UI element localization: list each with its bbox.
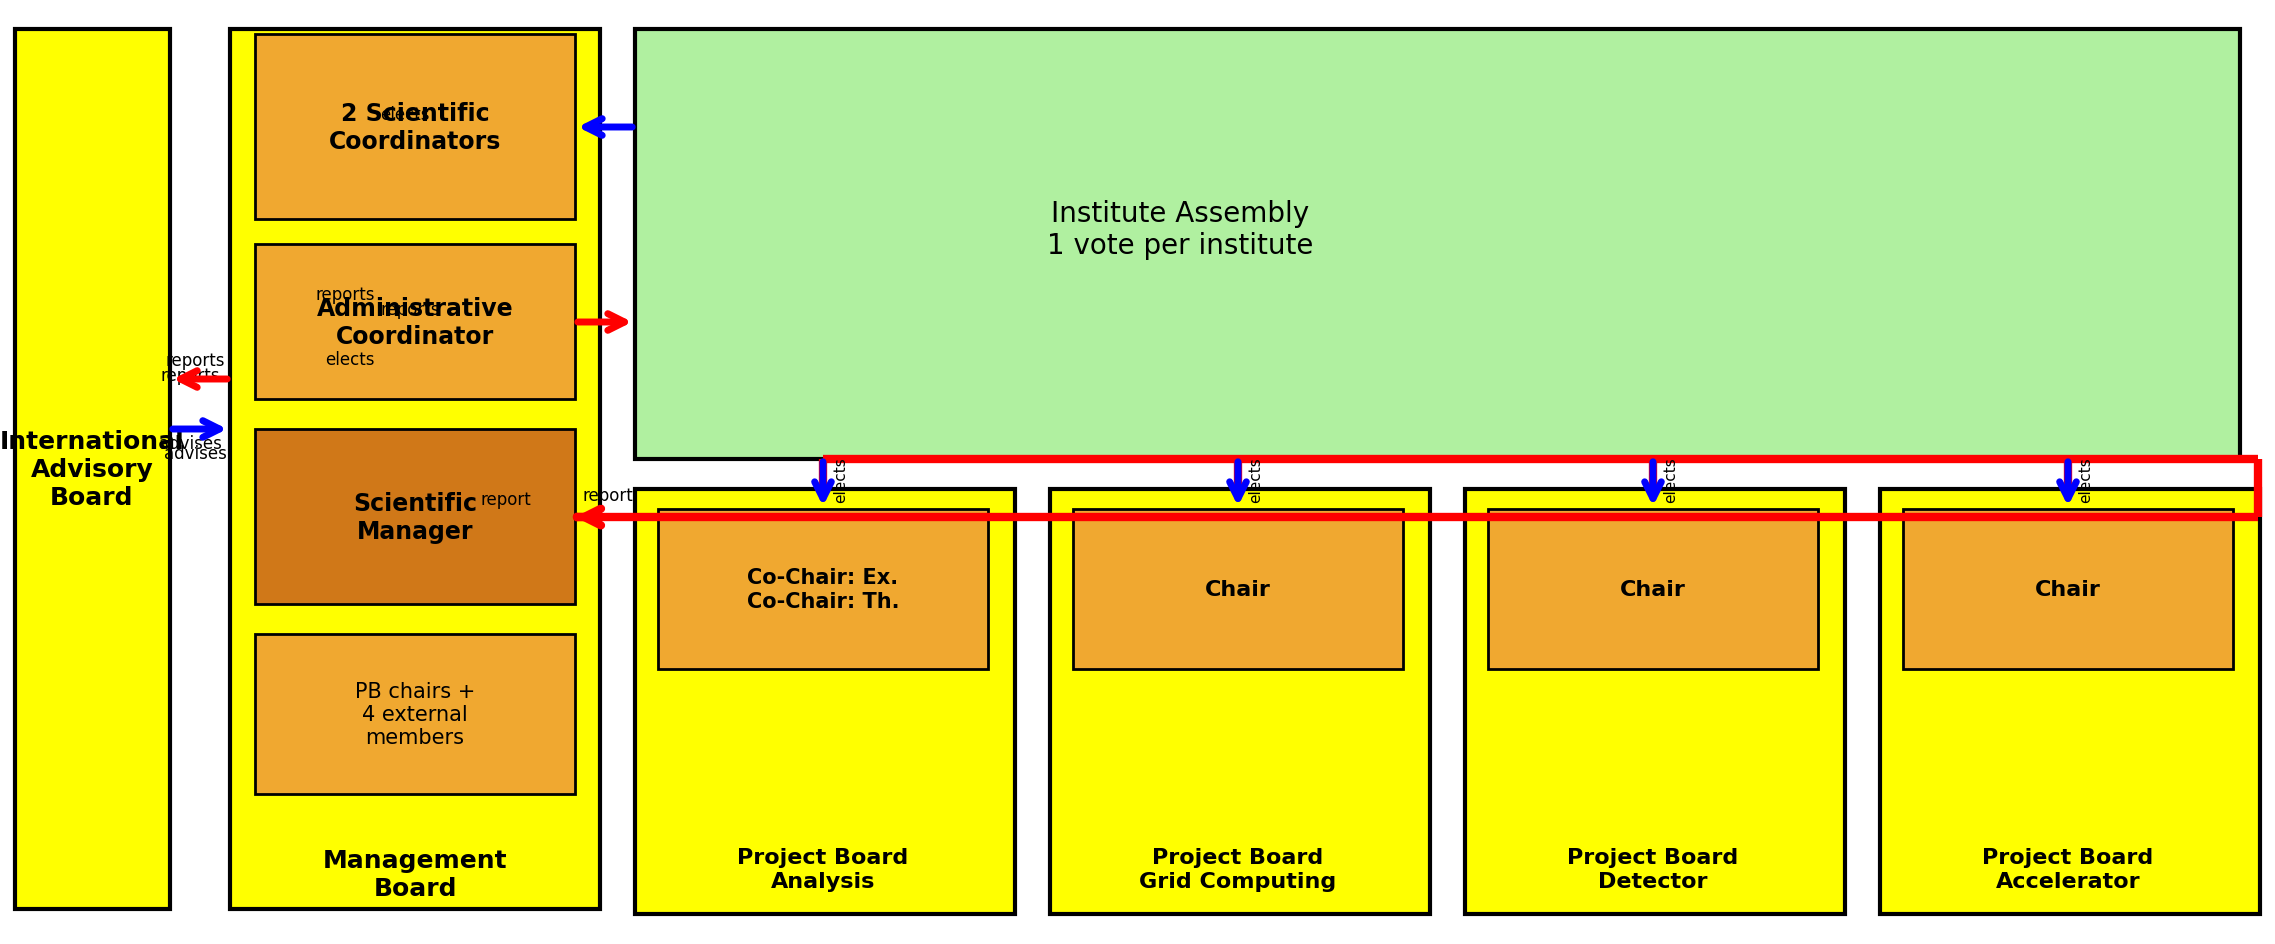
Bar [1074,510,1404,669]
Bar [16,30,171,909]
Text: Chair: Chair [1206,580,1272,599]
Bar [1879,490,2259,914]
Text: PB chairs +
4 external
members: PB chairs + 4 external members [355,681,475,748]
Bar [230,30,601,909]
Bar [1902,510,2234,669]
Text: elects: elects [2077,457,2093,502]
Text: reports: reports [380,301,439,319]
Text: Scientific
Manager: Scientific Manager [353,492,478,544]
Bar [255,35,576,220]
Bar [635,490,1015,914]
Bar [1465,490,1845,914]
Text: advises: advises [164,445,228,463]
Text: advises: advises [159,434,221,452]
Text: Institute Assembly
1 vote per institute: Institute Assembly 1 vote per institute [1046,199,1313,260]
Text: elects: elects [1663,457,1679,502]
Text: elects: elects [380,106,430,124]
Text: reports: reports [316,286,375,304]
Bar [255,430,576,604]
Text: 2 Scientific
Coordinators: 2 Scientific Coordinators [330,102,500,154]
Text: Chair: Chair [2036,580,2100,599]
Bar [657,510,987,669]
Text: Administrative
Coordinator: Administrative Coordinator [316,296,514,348]
Text: Project Board
Accelerator: Project Board Accelerator [1982,848,2154,890]
Text: Management
Board: Management Board [323,849,507,900]
Bar [255,244,576,399]
Text: report: report [480,491,530,509]
Bar [1051,490,1431,914]
Bar [635,30,2241,460]
Text: Project Board
Analysis: Project Board Analysis [737,848,908,890]
Text: elects: elects [325,350,375,368]
Text: Project Board
Grid Computing: Project Board Grid Computing [1140,848,1338,890]
Bar [1488,510,1818,669]
Text: reports: reports [159,366,221,384]
Text: International
Advisory
Board: International Advisory Board [0,430,184,509]
Text: Co-Chair: Ex.
Co-Chair: Th.: Co-Chair: Ex. Co-Chair: Th. [746,567,899,611]
Text: elects: elects [833,457,849,502]
Text: Chair: Chair [1620,580,1686,599]
Text: elects: elects [1249,457,1263,502]
Text: report: report [582,486,635,504]
Text: Project Board
Detector: Project Board Detector [1567,848,1738,890]
Bar [255,634,576,794]
Text: reports: reports [166,351,225,370]
